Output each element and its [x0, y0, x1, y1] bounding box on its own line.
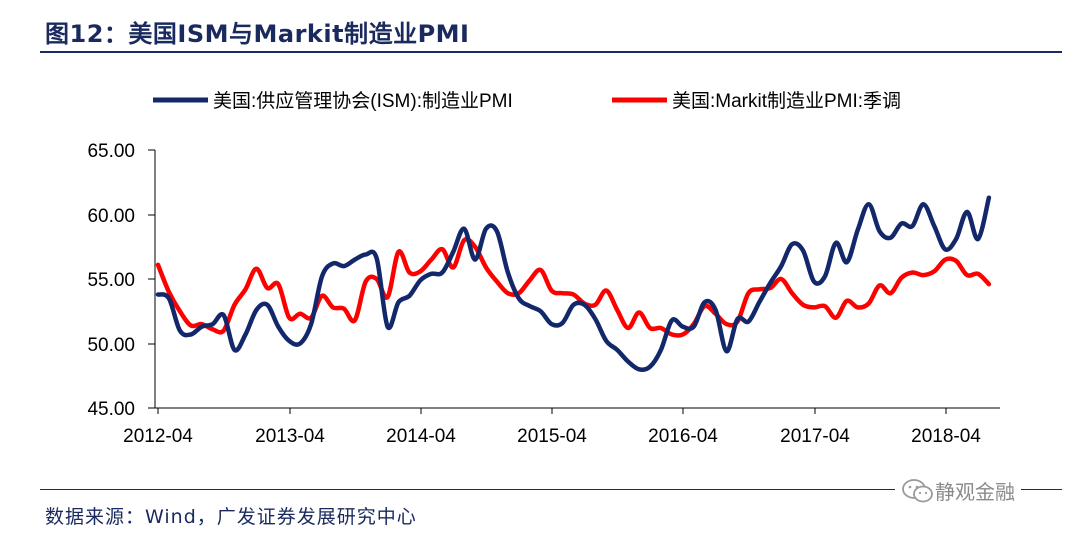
y-ticks: 45.00 50.00 55.00 60.00 65.00 [87, 141, 155, 420]
wechat-icon [902, 478, 933, 502]
series-line-ism [155, 195, 992, 372]
x-tick-label: 2014-04 [386, 426, 456, 447]
series-line-markit [155, 237, 992, 338]
x-tick-label: 2015-04 [517, 426, 587, 447]
x-ticks: 2012-04 2013-04 2014-04 2015-04 2016-04 … [123, 408, 981, 447]
chart-title: 图12：美国ISM与Markit制造业PMI [45, 20, 470, 48]
legend-label-ism: 美国:供应管理协会(ISM):制造业PMI [213, 90, 513, 112]
watermark-text: 静观金融 [935, 480, 1015, 504]
y-tick-label: 50.00 [87, 335, 135, 356]
x-tick-label: 2016-04 [648, 426, 718, 447]
footer-divider [40, 489, 1062, 490]
pmi-line-chart: 美国:供应管理协会(ISM):制造业PMI 美国:Markit制造业PMI:季调… [87, 90, 1000, 447]
title-divider [40, 51, 1062, 53]
y-tick-label: 45.00 [87, 399, 135, 420]
x-tick-label: 2018-04 [911, 426, 981, 447]
y-tick-label: 60.00 [87, 206, 135, 227]
x-tick-label: 2013-04 [255, 426, 325, 447]
watermark: 静观金融 [895, 474, 1021, 507]
y-tick-label: 65.00 [87, 141, 135, 162]
legend-label-markit: 美国:Markit制造业PMI:季调 [672, 90, 901, 112]
y-tick-label: 55.00 [87, 270, 135, 291]
x-tick-label: 2012-04 [123, 426, 193, 447]
x-tick-label: 2017-04 [780, 426, 850, 447]
source-note: 数据来源：Wind，广发证券发展研究中心 [45, 506, 417, 528]
legend: 美国:供应管理协会(ISM):制造业PMI 美国:Markit制造业PMI:季调 [153, 90, 901, 112]
